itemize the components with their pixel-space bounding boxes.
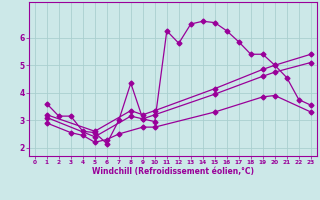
X-axis label: Windchill (Refroidissement éolien,°C): Windchill (Refroidissement éolien,°C): [92, 167, 254, 176]
